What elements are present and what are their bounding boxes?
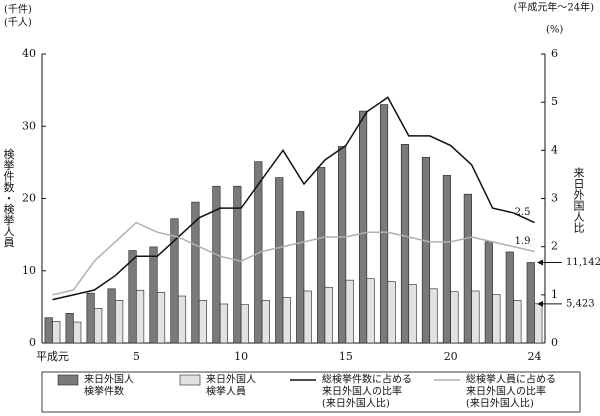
bar — [534, 303, 543, 344]
bar — [254, 161, 263, 344]
x-tick-label: 15 — [339, 350, 353, 363]
bar — [463, 193, 472, 344]
bar — [324, 287, 333, 344]
x-tick-label: 20 — [444, 350, 458, 363]
legend-label: (来日外国人比) — [322, 398, 390, 410]
bar — [379, 104, 389, 344]
legend-label: 検挙人員 — [206, 385, 246, 398]
y2-axis-label: 来日外国人比 — [572, 167, 585, 233]
bar — [115, 300, 124, 344]
bar — [471, 290, 480, 344]
x-tick-label: 24 — [528, 350, 542, 363]
annotation: 11,142 — [566, 257, 600, 268]
x-tick-label: 5 — [133, 350, 140, 363]
bar — [513, 300, 522, 344]
bar — [408, 284, 417, 344]
legend-label: 総検挙人員に占める — [466, 373, 556, 386]
y2-tick-label: 1 — [551, 288, 558, 301]
bar — [128, 250, 137, 344]
x-tick-label: 平成元 — [36, 350, 69, 363]
bar — [212, 185, 221, 344]
legend-label: 来日外国人の比率 — [322, 385, 402, 398]
annotation-arrowhead — [537, 259, 543, 266]
y-unit: (千件) — [4, 4, 32, 16]
legend-label: 来日外国人 — [206, 374, 256, 386]
bar — [275, 177, 284, 344]
y-unit: (千人) — [4, 17, 32, 29]
bar — [170, 218, 179, 344]
bar — [52, 321, 61, 344]
line — [52, 96, 535, 301]
bar — [400, 144, 410, 344]
bar — [156, 292, 166, 344]
bar — [198, 300, 208, 344]
y-tick-label: 40 — [22, 47, 36, 60]
bar — [317, 167, 326, 344]
bar — [107, 288, 116, 344]
bar — [136, 289, 145, 344]
annotation: 5,423 — [566, 298, 595, 309]
y2-tick-label: 3 — [551, 192, 558, 205]
line — [52, 221, 535, 296]
bar — [296, 211, 305, 344]
bar — [429, 288, 438, 344]
bar — [492, 294, 501, 344]
bar — [359, 110, 368, 344]
bar — [94, 308, 103, 344]
bar — [526, 262, 535, 344]
bar — [303, 290, 312, 344]
legend-label: (来日外国人比) — [466, 398, 534, 410]
legend-label: 検挙件数 — [84, 385, 124, 398]
y-tick-label: 0 — [29, 336, 36, 349]
bar — [44, 317, 53, 344]
bar — [484, 241, 493, 344]
legend-label: 総検挙件数に占める — [322, 373, 412, 386]
bar — [73, 321, 82, 344]
bar — [345, 279, 354, 344]
bar — [442, 175, 451, 344]
legend-label: 来日外国人 — [84, 374, 134, 386]
legend-swatch — [57, 374, 79, 386]
bar — [149, 246, 158, 344]
bar — [233, 185, 242, 344]
bar — [338, 146, 347, 344]
y2-tick-label: 2 — [551, 240, 558, 253]
bar — [86, 292, 95, 344]
bar — [191, 201, 200, 344]
bar — [240, 304, 249, 344]
legend-label: 来日外国人の比率 — [466, 385, 546, 398]
y2-unit: (%) — [546, 25, 563, 36]
data-label: 2.5 — [515, 207, 531, 218]
x-tick-label: 10 — [234, 350, 248, 363]
bar — [387, 281, 396, 344]
y2-tick-label: 0 — [551, 336, 558, 349]
legend-swatch — [179, 374, 201, 386]
bar — [505, 251, 514, 344]
bar — [261, 300, 270, 344]
legend-box — [41, 371, 581, 413]
bar — [421, 157, 431, 344]
bar — [65, 313, 74, 344]
y2-tick-label: 4 — [551, 143, 558, 156]
bar — [450, 291, 459, 344]
bar — [177, 295, 187, 344]
bar — [219, 303, 228, 344]
bar — [366, 278, 375, 344]
bar — [282, 297, 291, 344]
data-label: 1.9 — [515, 236, 531, 247]
y2-tick-label: 5 — [551, 95, 558, 108]
period-note: (平成元年～24年) — [513, 1, 594, 14]
y-tick-label: 10 — [22, 264, 36, 277]
y-axis-label: 検挙件数・検挙人員 — [2, 147, 15, 248]
y-tick-label: 30 — [22, 119, 36, 132]
annotation-arrowhead — [537, 300, 543, 307]
y-tick-label: 20 — [22, 192, 36, 205]
y2-tick-label: 6 — [551, 47, 558, 60]
